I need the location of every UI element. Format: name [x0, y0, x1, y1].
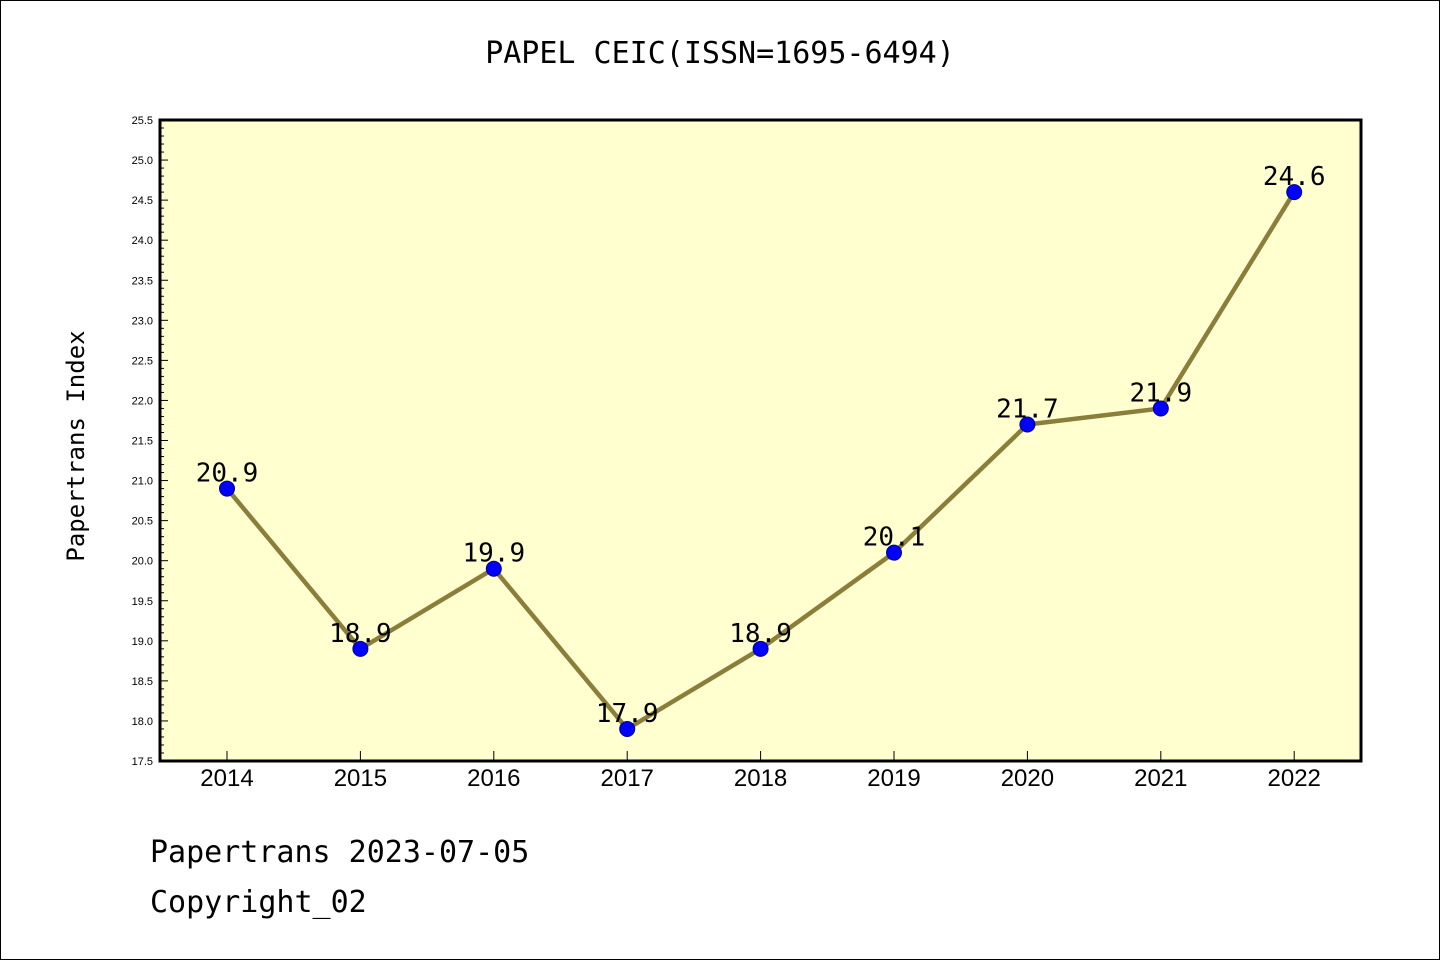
y-tick-label: 24.0 [132, 235, 153, 247]
data-point-label: 24.6 [1263, 162, 1326, 192]
footer-date: Papertrans 2023-07-05 [150, 835, 530, 870]
data-labels: 20.9 18.9 19.9 17.9 18.9 20.1 21.7 21.9 24.6 [196, 162, 1326, 729]
data-point-label: 21.7 [996, 394, 1059, 424]
data-point-marker [485, 560, 502, 577]
data-point-marker [1019, 416, 1036, 433]
data-point-label: 19.9 [462, 539, 525, 569]
y-tick-label: 19.0 [132, 636, 153, 648]
data-point-marker [1152, 400, 1169, 417]
data-point-label: 18.9 [329, 619, 392, 649]
data-point-label: 18.9 [729, 619, 792, 649]
y-tick-label: 20.5 [132, 516, 153, 528]
x-tick-label: 2018 [734, 765, 787, 792]
y-tick-label: 22.0 [132, 395, 153, 407]
footer-copyright: Copyright_02 [150, 885, 367, 920]
y-axis-label: Papertrans Index [62, 330, 90, 561]
y-tick-label: 25.0 [132, 155, 153, 167]
x-axis-ticks: 2014 2015 2016 2017 2018 2019 2020 2021 2022 [200, 751, 1321, 792]
y-tick-label: 17.5 [132, 756, 153, 768]
chart-title: PAPEL CEIC(ISSN=1695-6494) [485, 36, 955, 71]
data-point-label: 17.9 [596, 699, 659, 729]
data-point-marker [1286, 184, 1303, 201]
plot-area [160, 120, 1361, 761]
y-tick-label: 18.0 [132, 716, 153, 728]
x-tick-label: 2015 [334, 765, 387, 792]
x-tick-label: 2020 [1001, 765, 1054, 792]
x-tick-label: 2017 [601, 765, 654, 792]
y-tick-label: 20.0 [132, 556, 153, 568]
data-point-marker [752, 640, 769, 657]
data-markers [219, 184, 1303, 737]
y-tick-label: 18.5 [132, 676, 153, 688]
data-point-marker [886, 544, 902, 561]
x-tick-label: 2019 [867, 765, 920, 792]
x-tick-label: 2014 [200, 765, 253, 792]
y-tick-label: 23.5 [132, 275, 153, 287]
y-tick-label: 19.5 [132, 596, 153, 608]
y-tick-label: 24.5 [132, 195, 153, 207]
y-tick-label: 21.0 [132, 476, 153, 488]
data-point-marker [352, 640, 369, 657]
y-tick-label: 22.5 [132, 355, 153, 367]
x-tick-label: 2022 [1268, 765, 1321, 792]
data-point-marker [619, 720, 636, 737]
y-tick-label: 25.5 [132, 115, 153, 127]
plot-border [158, 118, 1363, 763]
data-point-label: 20.9 [196, 459, 259, 489]
data-point-label: 21.9 [1129, 378, 1192, 408]
x-tick-label: 2016 [467, 765, 520, 792]
x-tick-label: 2021 [1134, 765, 1187, 792]
y-tick-label: 23.0 [132, 315, 153, 327]
y-tick-label: 21.5 [132, 436, 153, 448]
data-point-label: 20.1 [863, 523, 926, 553]
data-point-marker [219, 480, 235, 497]
